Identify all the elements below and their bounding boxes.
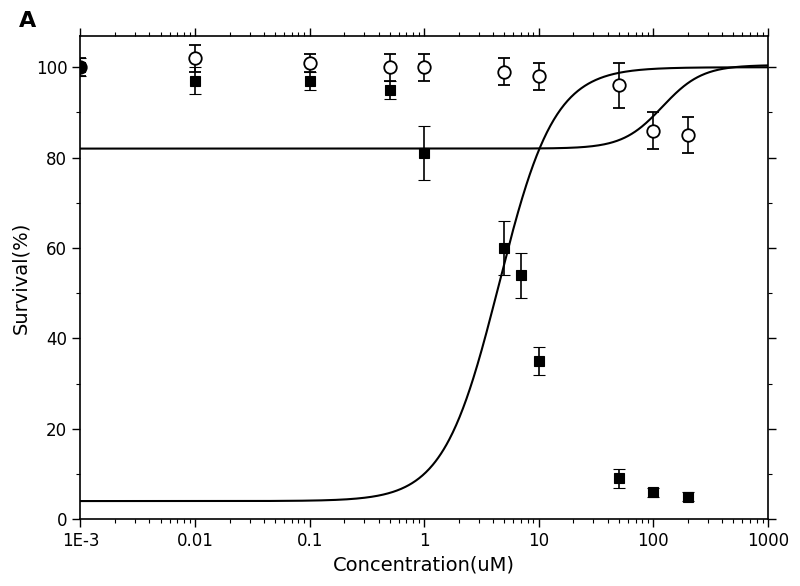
X-axis label: Concentration(uM): Concentration(uM) bbox=[333, 556, 515, 575]
Text: A: A bbox=[18, 11, 36, 31]
Y-axis label: Survival(%): Survival(%) bbox=[11, 221, 30, 333]
